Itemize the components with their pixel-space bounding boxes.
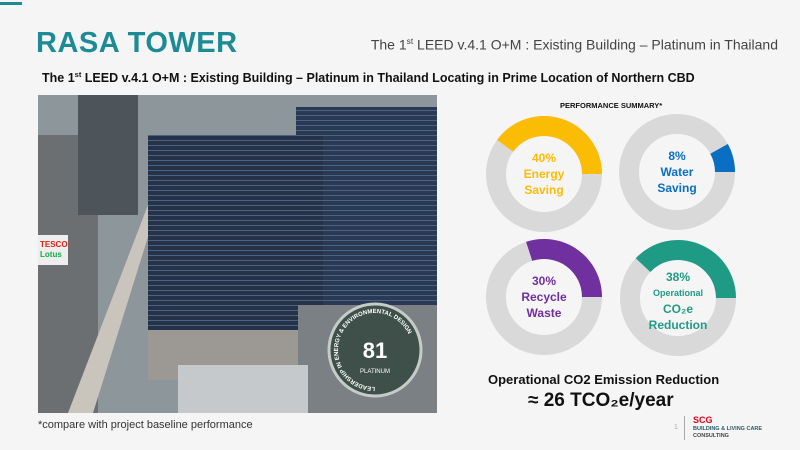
scg-logo: SCG [693,415,713,425]
badge-score: 81 [363,338,387,363]
svg-text:Lotus: Lotus [40,250,62,259]
donut-label: 8% Water Saving [657,149,697,195]
slide-subtitle: The 1st LEED v.4.1 O+M : Existing Buildi… [42,70,695,86]
divider [684,416,685,440]
building-photo: TESCO Lotus LEADERSHIP IN ENERGY & ENVIR… [38,95,437,413]
emission-value: ≈ 26 TCO₂e/year [528,390,674,411]
donut-2 [486,239,602,355]
header-title: The 1st LEED v.4.1 O+M : Existing Buildi… [370,36,778,53]
brand-title: RASA TOWER [36,27,238,59]
donut-3 [620,239,736,356]
badge-level: PLATINUM [360,369,390,375]
emission-title: Operational CO2 Emission Reduction [488,372,720,387]
donut-arc [635,239,736,298]
footnote: *compare with project baseline performan… [38,419,253,431]
donut-arc [497,115,602,174]
scg-logo-sub: BUILDING & LIVING CARE CONSULTING [693,426,763,439]
donut-arc [710,144,735,172]
accent-line [0,2,22,5]
donut-arc [526,239,602,297]
summary-title: PERFORMANCE SUMMARY* [560,101,663,110]
donut-label: 30% Recycle Waste [521,274,567,320]
donut-label: 38% Operational CO₂e Reduction [648,270,708,332]
donut-1 [619,114,735,230]
donut-0 [486,115,602,232]
donut-label: 40% Energy Saving [523,151,565,197]
tesco-sign: TESCO [40,240,68,249]
leed-badge [327,302,423,398]
page-number: 1 [674,424,678,431]
